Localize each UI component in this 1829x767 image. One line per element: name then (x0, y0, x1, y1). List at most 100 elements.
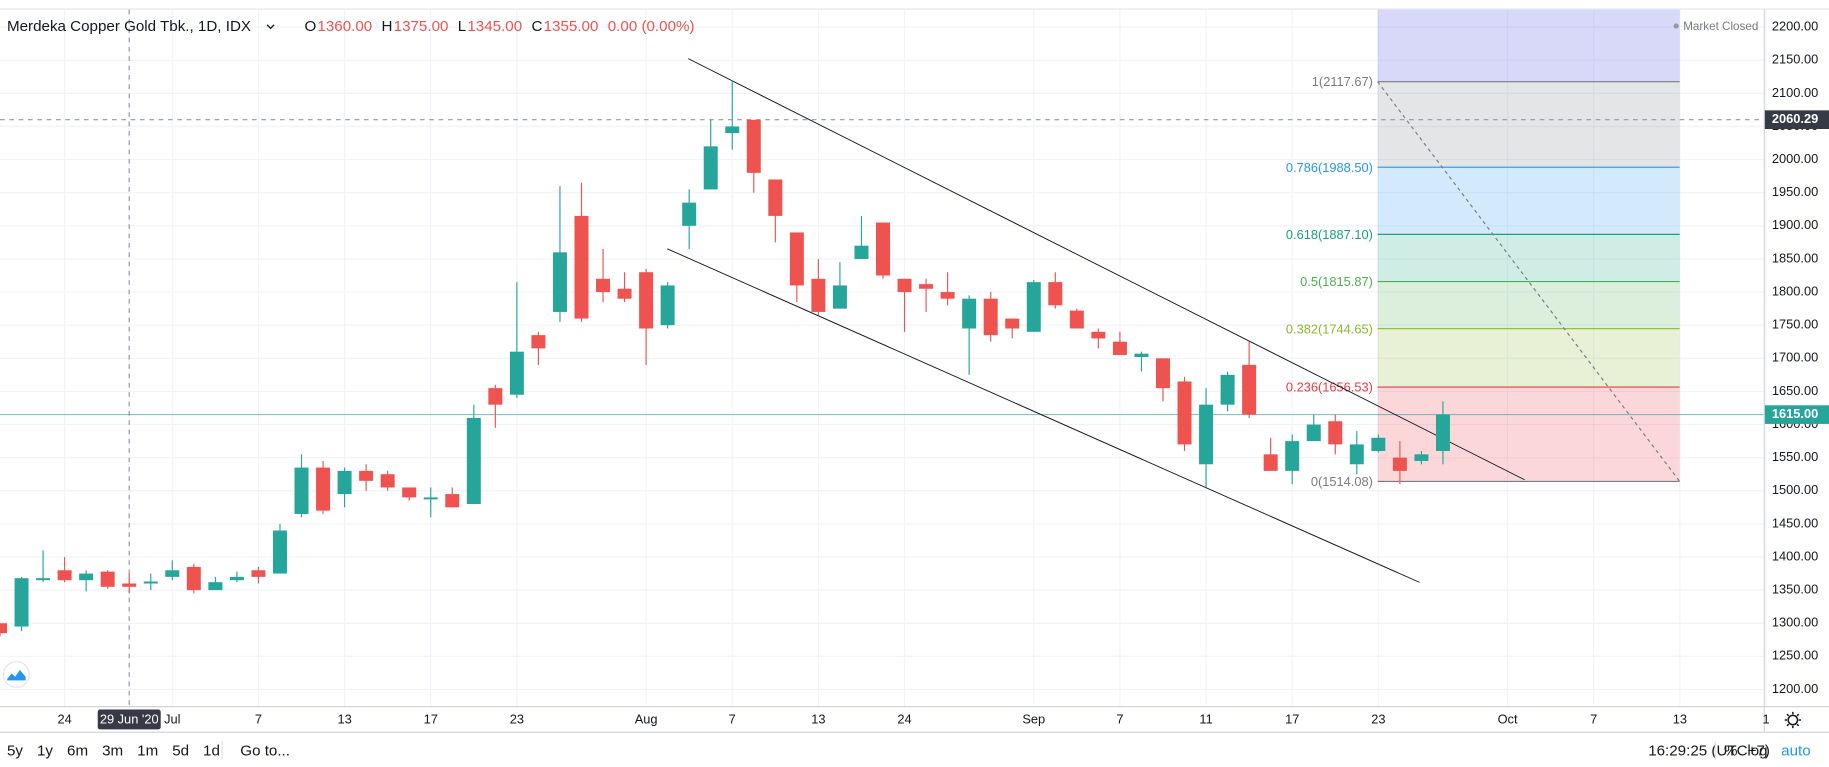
candle-body (682, 202, 697, 226)
y-tick-label: 1200.00 (1772, 681, 1818, 696)
candle-body (746, 119, 761, 173)
auto-toggle[interactable]: auto (1781, 743, 1811, 760)
range-button[interactable]: 1m (137, 743, 158, 760)
x-tick-label: 13 (1673, 711, 1687, 726)
percent-toggle[interactable]: % (1724, 743, 1737, 760)
candle-body (768, 179, 783, 216)
y-tick-label: 1550.00 (1772, 449, 1818, 464)
candle-body (617, 288, 632, 299)
settings-icon[interactable] (1787, 714, 1799, 726)
candle-body (983, 298, 998, 336)
x-tick-label: 11 (1199, 711, 1212, 726)
x-tick-label: 29 Jun '20 (100, 711, 159, 726)
x-tick-label: 24 (897, 711, 911, 726)
x-tick-label: 23 (510, 711, 524, 726)
candle-body (940, 292, 955, 299)
x-tick-label: Sep (1022, 711, 1045, 726)
crosshair-price-box (1764, 110, 1829, 130)
x-tick-label: 7 (1590, 711, 1597, 726)
candle-body (208, 582, 223, 591)
candle-body (832, 285, 847, 309)
fib-label: 0.786(1988.50) (1286, 160, 1373, 175)
fib-band (1377, 387, 1680, 482)
crosshair-time-box (97, 709, 161, 730)
fib-label: 0(1514.08) (1311, 474, 1373, 489)
y-tick-label: 1350.00 (1772, 582, 1818, 597)
symbol-title[interactable]: Merdeka Copper Gold Tbk., 1D, IDX (7, 18, 251, 35)
range-button[interactable]: 1d (203, 743, 220, 760)
candle-body (1177, 381, 1192, 445)
candle-body (423, 497, 438, 500)
y-tick-label: 1450.00 (1772, 515, 1818, 530)
symbol-chevron[interactable] (266, 24, 275, 30)
ohlc-value: 1345.00 (467, 18, 522, 35)
y-tick-label: 2150.00 (1772, 52, 1818, 67)
candle-body (488, 388, 503, 405)
ohlc-value: 1355.00 (544, 18, 599, 35)
candle-body (359, 470, 374, 481)
candle-body (1048, 282, 1063, 306)
candle-body (229, 576, 244, 581)
range-button[interactable]: 5y (7, 743, 23, 760)
candle-body (1306, 424, 1321, 442)
candle-body (1263, 454, 1278, 471)
fib-band (1377, 328, 1680, 388)
fib-label: 0.236(1656.53) (1286, 380, 1373, 395)
candle-body (1220, 374, 1235, 405)
candle-body (1155, 358, 1170, 389)
range-button[interactable]: 1y (37, 743, 53, 760)
candle-body (1199, 404, 1214, 465)
bottom-toolbar: 5y 1y 6m 3m 1m 5d 1d (7, 743, 220, 760)
log-toggle[interactable]: log (1747, 743, 1767, 760)
x-tick-label: 23 (1371, 711, 1385, 726)
x-tick-label: 17 (1285, 711, 1299, 726)
candle-body (660, 285, 675, 326)
candle-body (36, 578, 51, 581)
market-status: Market Closed (1683, 20, 1758, 33)
trend-line (667, 248, 1420, 583)
crosshair-price-label: 2060.29 (1772, 111, 1818, 126)
x-tick-label: 13 (337, 711, 351, 726)
settings-icon-teeth (1784, 711, 1802, 729)
candle-body (0, 623, 7, 634)
candle-body (1242, 364, 1257, 415)
x-tick-label: Jul (164, 711, 180, 726)
candle-body (1069, 310, 1084, 329)
range-button[interactable]: 6m (67, 743, 88, 760)
fib-band (1377, 281, 1680, 329)
candle-body (552, 252, 567, 312)
fib-label: 0.5(1815.87) (1300, 274, 1373, 289)
candle-body (445, 494, 460, 508)
candle-body (1414, 454, 1429, 461)
candle-body (789, 232, 804, 286)
y-tick-label: 1950.00 (1772, 184, 1818, 199)
range-button[interactable]: 5d (172, 743, 189, 760)
logo-button[interactable] (2, 661, 30, 688)
y-tick-label: 1900.00 (1772, 217, 1818, 232)
y-tick-label: 1250.00 (1772, 648, 1818, 663)
y-tick-label: 2100.00 (1772, 85, 1818, 100)
trend-line (687, 58, 1525, 481)
x-tick-label: 1 (1762, 711, 1769, 726)
y-tick-label: 2200.00 (1772, 19, 1818, 34)
candle-body (186, 566, 201, 591)
change-value: 0.00 (0.00%) (608, 18, 695, 35)
candle-body (1005, 318, 1020, 329)
candle-body (57, 570, 72, 581)
candle-body (574, 215, 589, 319)
fib-band (1377, 167, 1680, 235)
candle-body (337, 470, 352, 495)
last-price-label: 1615.00 (1772, 406, 1818, 421)
plot-area: 1(2117.67) 0.786(1988.50) 0.618(1887.10) 0.… (0, 9, 1767, 707)
candle-body (811, 278, 826, 312)
candle-body (919, 284, 934, 289)
candle-body (143, 581, 158, 584)
goto-button[interactable]: Go to... (240, 743, 290, 760)
x-tick-label: Aug (635, 711, 658, 726)
candle-body (272, 530, 287, 574)
range-button[interactable]: 3m (102, 743, 123, 760)
candle-body (1435, 414, 1450, 452)
fib-label: 0.382(1744.65) (1286, 321, 1373, 336)
candle-body (854, 245, 869, 259)
